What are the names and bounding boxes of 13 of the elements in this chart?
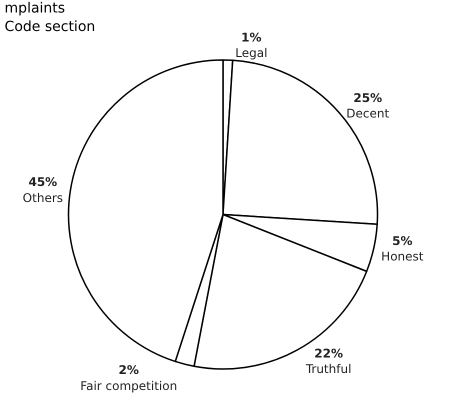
slice-label: Honest [381,250,424,264]
chart-title: mplaints Code section [4,0,96,35]
slice-label: Fair competition [80,378,178,393]
slice-label: Truthful [304,362,352,376]
data-label: 25% [353,91,382,106]
data-label: 5% [392,234,413,248]
slice-label: Legal [235,46,268,60]
data-label: 2% [118,363,139,378]
data-label: 1% [241,30,262,44]
slice-label: Others [22,190,63,205]
data-label: 22% [314,346,343,360]
data-label: 45% [28,175,58,190]
slice-label: Decent [346,106,390,121]
